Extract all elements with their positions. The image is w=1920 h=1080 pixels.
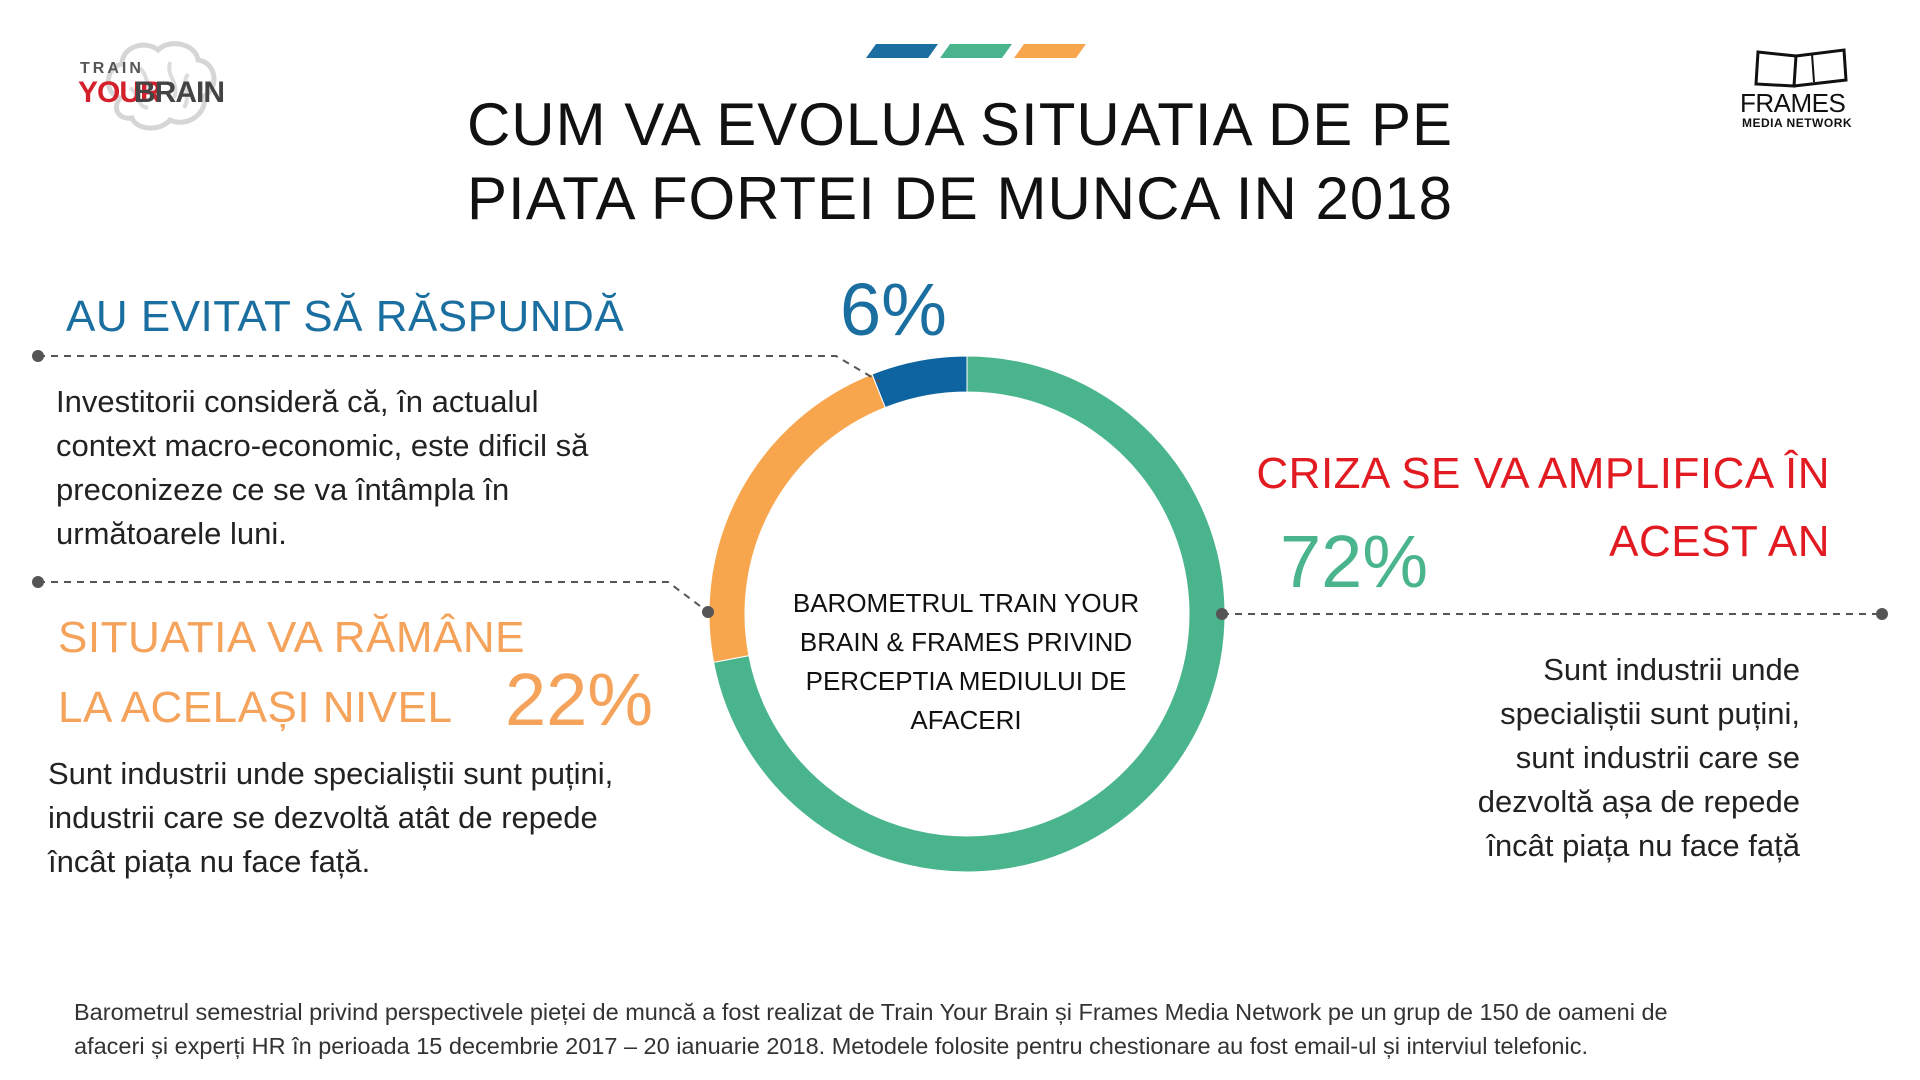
text-crisis-line: specialiștii sunt puțini, bbox=[1500, 696, 1800, 731]
text-avoided-line: următoarele luni. bbox=[56, 516, 287, 551]
frames-icon bbox=[1754, 48, 1848, 88]
dot-same-end bbox=[32, 576, 44, 588]
blue-bar bbox=[866, 44, 938, 58]
pct-same: 22% bbox=[505, 658, 654, 741]
text-same-line: industrii care se dezvoltă atât de reped… bbox=[48, 800, 598, 835]
dot-crisis-end bbox=[1876, 608, 1888, 620]
frames-media-network-logo: FRAMES MEDIA NETWORK bbox=[1740, 46, 1860, 136]
text-avoided-line: preconizeze ce se va întâmpla în bbox=[56, 472, 510, 507]
heading-same: SITUATIA VA RĂMÂNE LA ACELAȘI NIVEL bbox=[58, 603, 578, 743]
logo-network-text: MEDIA NETWORK bbox=[1742, 116, 1853, 130]
text-crisis-line: încât piața nu face față bbox=[1486, 828, 1800, 863]
text-crisis-line: Sunt industrii unde bbox=[1543, 652, 1800, 687]
text-crisis: Sunt industrii unde specialiștii sunt pu… bbox=[1430, 648, 1800, 868]
heading-same-line: LA ACELAȘI NIVEL bbox=[58, 683, 453, 732]
brain-icon bbox=[105, 41, 217, 131]
title-line-1: CUM VA EVOLUA SITUATIA DE PE bbox=[466, 91, 1454, 158]
dot-avoided-end bbox=[32, 350, 44, 362]
text-crisis-line: dezvoltă așa de repede bbox=[1477, 784, 1800, 819]
text-same-line: încât piața nu face față. bbox=[48, 844, 371, 879]
text-same: Sunt industrii unde specialiștii sunt pu… bbox=[48, 752, 688, 884]
text-same-line: Sunt industrii unde specialiștii sunt pu… bbox=[48, 756, 614, 791]
footer-note: Barometrul semestrial privind perspectiv… bbox=[74, 995, 1864, 1063]
title-line-2: PIATA FORTEI DE MUNCA IN 2018 bbox=[467, 165, 1453, 232]
heading-avoided: AU EVITAT SĂ RĂSPUNDĂ bbox=[66, 292, 625, 341]
donut-slice-0 bbox=[712, 355, 1226, 873]
heading-crisis-line: ACEST AN bbox=[1609, 517, 1830, 566]
leader-line-avoided bbox=[38, 355, 881, 383]
page-title: CUM VA EVOLUA SITUATIA DE PE PIATA FORTE… bbox=[360, 88, 1560, 236]
text-crisis-line: sunt industrii care se bbox=[1515, 740, 1800, 775]
leader-dots bbox=[32, 350, 1888, 620]
pct-avoided: 6% bbox=[840, 268, 947, 351]
heading-same-line: SITUATIA VA RĂMÂNE bbox=[58, 613, 526, 662]
leader-lines bbox=[38, 355, 1882, 615]
logo-train-text: TRAIN bbox=[80, 60, 144, 77]
text-avoided-line: Investitorii consideră că, în actualul bbox=[56, 384, 539, 419]
chart-center-label: BAROMETRUL TRAIN YOUR BRAIN & FRAMES PRI… bbox=[792, 588, 1140, 735]
train-your-brain-logo: TRAIN YOUR BRAIN bbox=[72, 38, 225, 138]
logo-brain-text: BRAIN bbox=[134, 76, 225, 109]
text-avoided-line: context macro-economic, este dificil să bbox=[56, 428, 589, 463]
donut-slice-2 bbox=[871, 355, 968, 409]
footer-line: Barometrul semestrial privind perspectiv… bbox=[74, 999, 1668, 1025]
footer-line: afaceri și experți HR în perioada 15 dec… bbox=[74, 1033, 1589, 1059]
green-bar bbox=[940, 44, 1012, 58]
logo-frames-text: FRAMES bbox=[1740, 88, 1846, 118]
pct-crisis: 72% bbox=[1280, 520, 1429, 603]
heading-crisis: CRIZA SE VA AMPLIFICA ÎN ACEST AN bbox=[1200, 440, 1830, 576]
donut-slices bbox=[708, 355, 1226, 873]
dot-same-slice bbox=[702, 606, 714, 618]
leader-line-same bbox=[38, 581, 709, 613]
logo-your-text: YOUR bbox=[78, 76, 162, 109]
decorative-color-bars bbox=[866, 44, 1086, 58]
dot-crisis-slice bbox=[1216, 608, 1228, 620]
heading-crisis-line: CRIZA SE VA AMPLIFICA ÎN bbox=[1256, 449, 1830, 498]
orange-bar bbox=[1014, 44, 1086, 58]
text-avoided: Investitorii consideră că, în actualul c… bbox=[56, 380, 656, 556]
